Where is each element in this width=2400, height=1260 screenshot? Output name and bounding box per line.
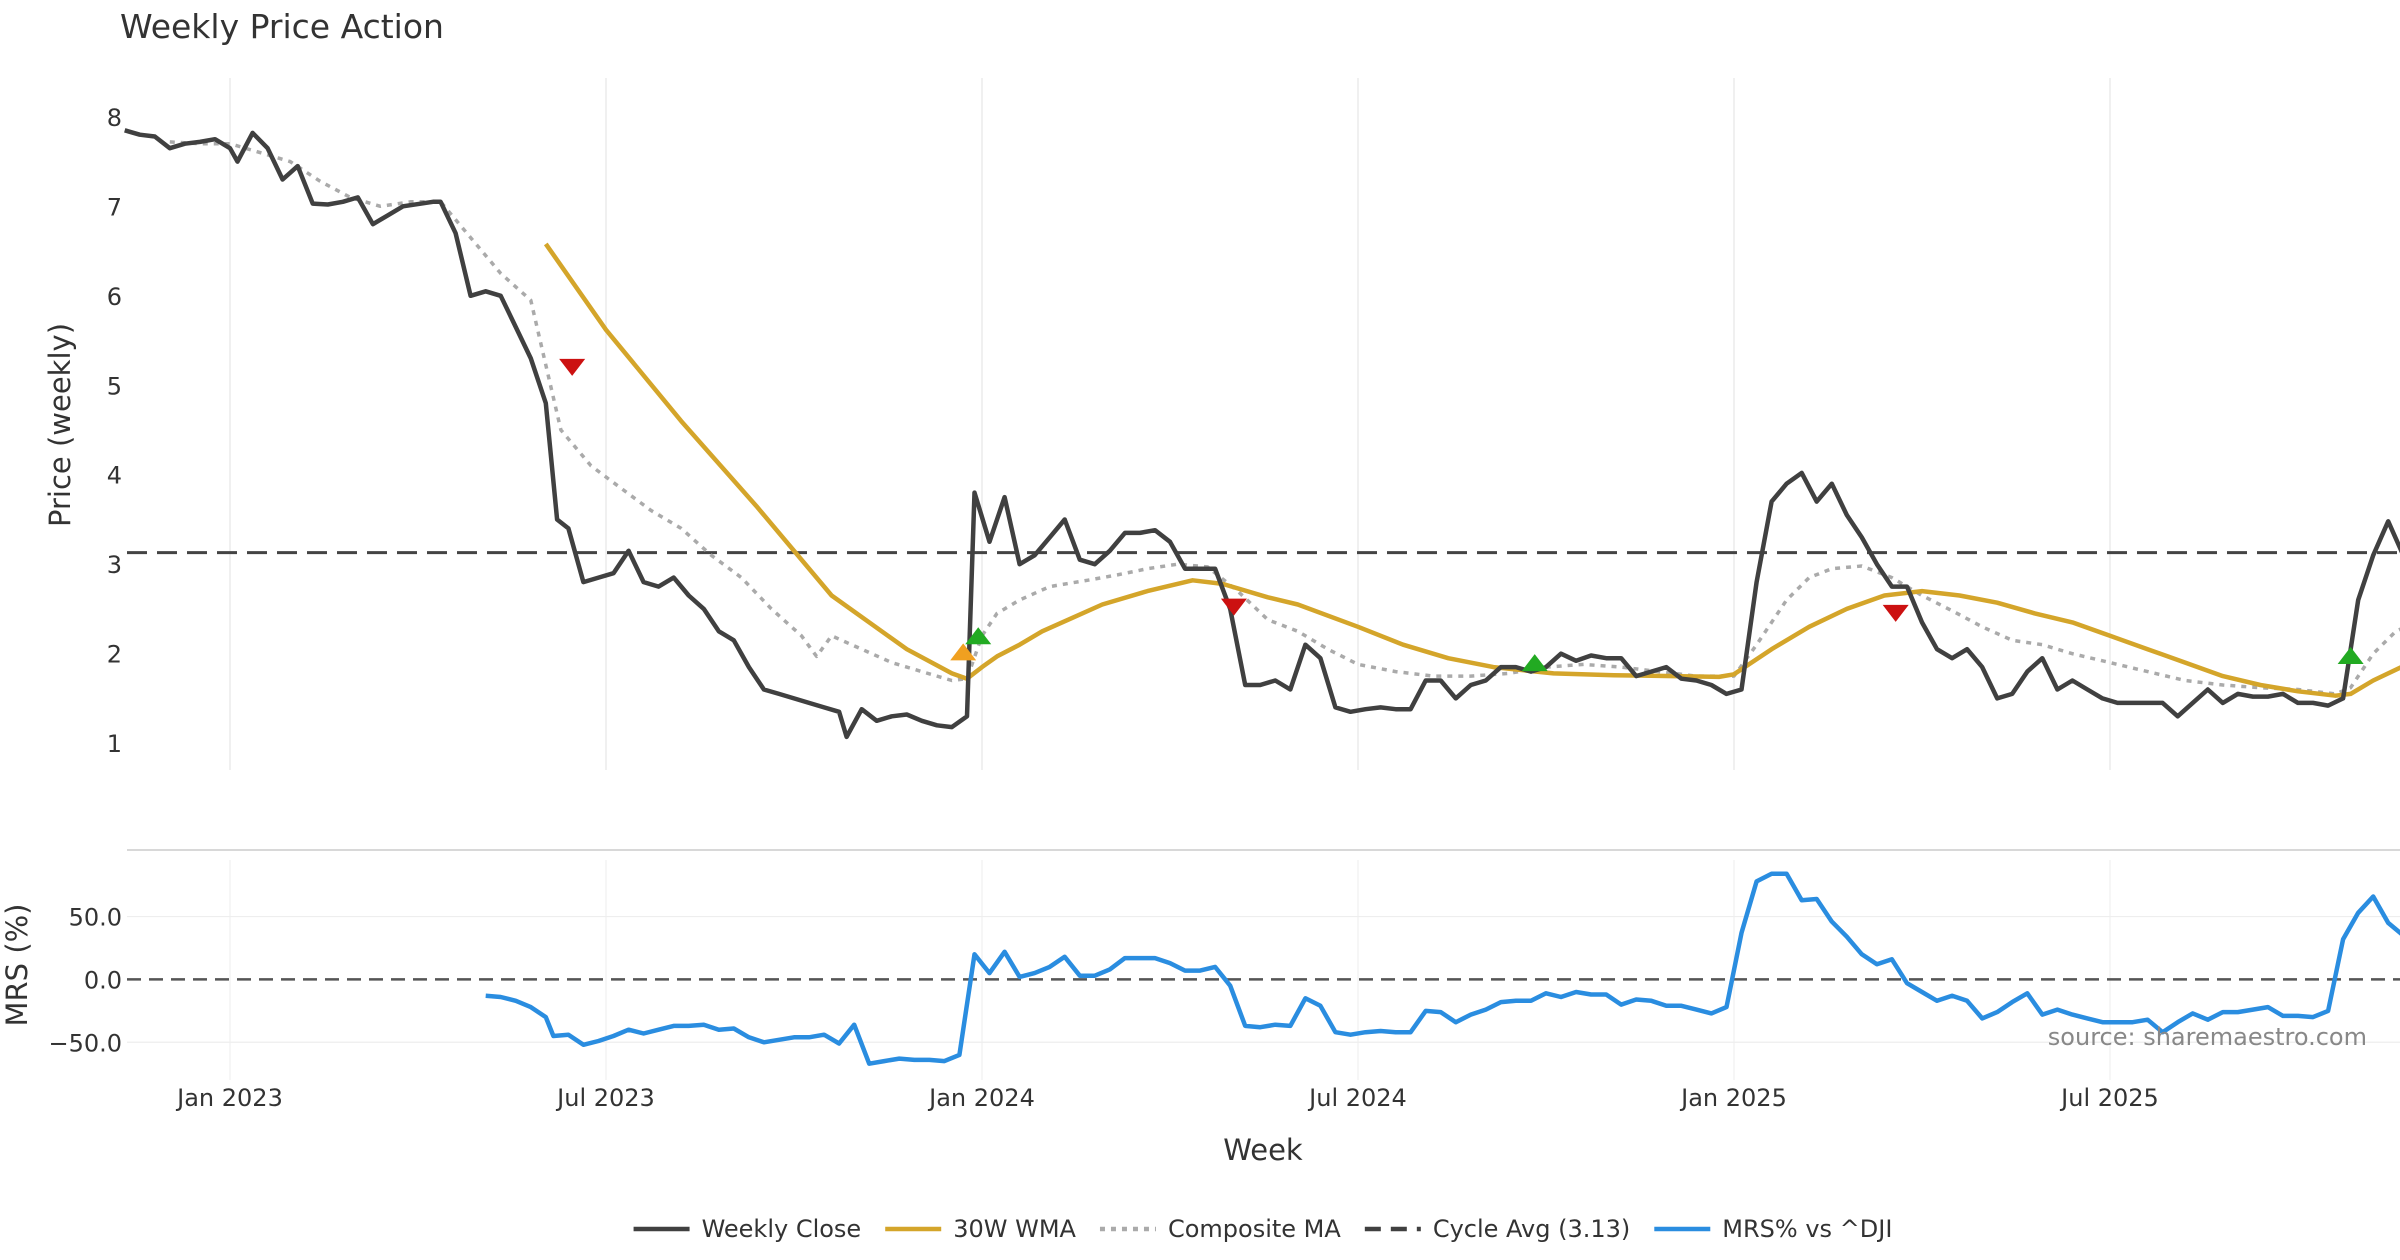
chart-title: Weekly Price Action bbox=[120, 7, 444, 46]
mrs-panel: 50.0 0.0 −50.0 bbox=[48, 860, 2400, 1080]
x-tick-label: Jul 2025 bbox=[2059, 1084, 2159, 1112]
sell-signal-marker bbox=[1220, 598, 1247, 616]
sell-signal-marker bbox=[559, 358, 586, 376]
price-y-tick-label: 3 bbox=[107, 551, 122, 579]
legend-label: Composite MA bbox=[1168, 1215, 1341, 1243]
x-tick-label: Jul 2024 bbox=[1307, 1084, 1407, 1112]
price-y-tick-label: 1 bbox=[107, 730, 122, 758]
x-tick-label: Jan 2023 bbox=[175, 1084, 283, 1112]
legend-label: 30W WMA bbox=[953, 1215, 1076, 1243]
price-y-axis-label: Price (weekly) bbox=[43, 323, 77, 527]
source-note: source: sharemaestro.com bbox=[2048, 1023, 2367, 1051]
buy-signal-marker bbox=[2337, 646, 2364, 664]
legend-label: Cycle Avg (3.13) bbox=[1433, 1215, 1630, 1243]
x-axis-ticks: Jan 2023 Jul 2023 Jan 2024 Jul 2024 Jan 2025… bbox=[175, 1084, 2159, 1112]
mrs-y-tick-label: −50.0 bbox=[48, 1029, 122, 1057]
price-y-tick-label: 8 bbox=[107, 104, 122, 132]
price-y-tick-label: 4 bbox=[107, 462, 122, 490]
price-panel: 1 2 3 4 5 6 7 8 bbox=[107, 78, 2400, 770]
composite-ma-line bbox=[169, 140, 2400, 696]
weekly-close-line bbox=[124, 128, 2400, 740]
x-tick-label: Jul 2023 bbox=[555, 1084, 655, 1112]
price-y-tick-label: 7 bbox=[107, 193, 122, 221]
legend: Weekly Close 30W WMA Composite MA Cycle Avg… bbox=[633, 1215, 1892, 1243]
x-tick-label: Jan 2025 bbox=[1679, 1084, 1787, 1112]
x-axis-label: Week bbox=[1223, 1133, 1303, 1167]
wma-30w-line bbox=[543, 242, 2400, 698]
buy-signal-marker bbox=[950, 643, 977, 661]
mrs-y-axis-label: MRS (%) bbox=[0, 904, 34, 1027]
legend-label: MRS% vs ^DJI bbox=[1722, 1215, 1892, 1243]
mrs-y-tick-label: 50.0 bbox=[69, 904, 122, 932]
mrs-line bbox=[485, 871, 2400, 1066]
price-y-tick-label: 5 bbox=[107, 372, 122, 400]
sell-signal-marker bbox=[1882, 604, 1909, 622]
price-y-tick-label: 6 bbox=[107, 283, 122, 311]
legend-label: Weekly Close bbox=[702, 1215, 862, 1243]
x-tick-label: Jan 2024 bbox=[927, 1084, 1035, 1112]
buy-signal-marker bbox=[965, 627, 992, 645]
price-y-tick-label: 2 bbox=[107, 641, 122, 669]
mrs-y-tick-label: 0.0 bbox=[84, 966, 122, 994]
buy-signal-marker bbox=[1521, 654, 1548, 672]
